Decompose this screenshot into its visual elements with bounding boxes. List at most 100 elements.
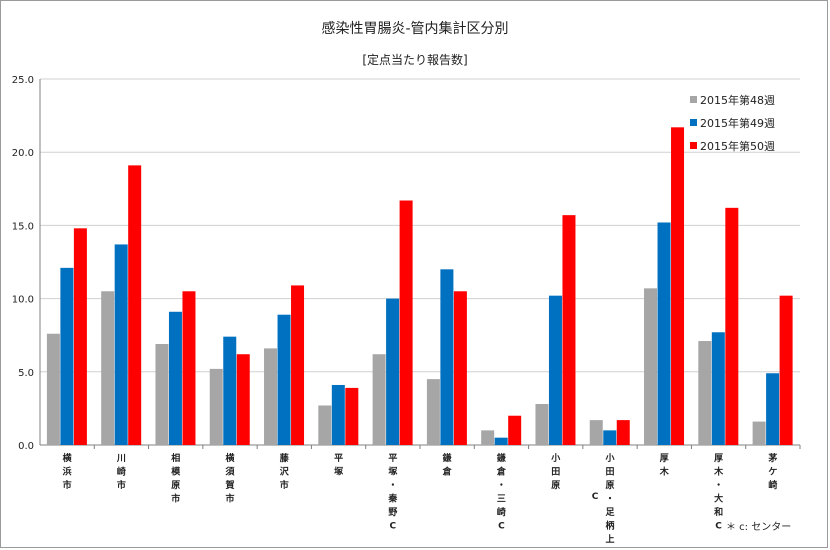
y-tick-label: 20.0 <box>12 148 34 159</box>
bar-1-3 <box>155 343 169 445</box>
bar-3-10 <box>562 215 576 445</box>
y-tick-label: 10.0 <box>12 295 34 306</box>
bar-2-2 <box>114 244 128 445</box>
x-tick-label: 市 <box>171 493 180 505</box>
x-tick-label: 市 <box>280 479 289 491</box>
x-tick-label: 和 <box>713 506 723 518</box>
bar-1-9 <box>481 430 495 445</box>
bar-2-4 <box>223 336 237 445</box>
x-tick-label: 川 <box>116 453 126 464</box>
x-tick-label: 上 <box>605 533 614 545</box>
bar-3-3 <box>182 291 196 445</box>
x-tick-label: 模 <box>171 466 181 478</box>
x-tick-label: 原 <box>605 480 614 491</box>
x-tick-label: 木 <box>713 466 724 478</box>
x-tick-label: 賀 <box>224 479 234 491</box>
bar-1-10 <box>535 404 549 445</box>
bar-3-12 <box>671 127 685 445</box>
x-tick-label: 塚 <box>388 466 397 478</box>
bar-3-13 <box>725 207 739 445</box>
bar-1-11 <box>589 420 603 445</box>
x-tick-label: 倉 <box>496 466 507 478</box>
footnote: ＊ c: センター <box>726 521 791 533</box>
bar-2-12 <box>657 222 671 445</box>
x-tick-label: 茅 <box>768 452 777 464</box>
x-tick-label: 三 <box>497 494 506 505</box>
x-tick-label: 厚 <box>714 453 723 464</box>
x-tick-label: ・ <box>388 481 397 491</box>
x-tick-label: 田 <box>551 467 560 478</box>
x-tick-label: C <box>390 522 397 532</box>
legend-swatch-2 <box>690 119 697 126</box>
x-tick-label: 田 <box>605 467 614 478</box>
bar-2-13 <box>711 332 725 445</box>
bar-1-14 <box>752 421 766 445</box>
x-tick-label: 平 <box>388 453 397 464</box>
bar-2-1 <box>60 267 74 445</box>
bar-3-6 <box>345 387 359 445</box>
bar-2-3 <box>168 311 182 445</box>
x-tick-label: 鎌 <box>442 452 452 464</box>
bar-1-1 <box>46 333 60 445</box>
chart-title: 感染性胃腸炎-管内集計区分別 <box>321 21 509 37</box>
x-tick-label: 原 <box>171 480 180 491</box>
bar-2-11 <box>603 430 617 445</box>
bar-2-9 <box>494 437 508 445</box>
x-tick-label: C <box>498 522 505 532</box>
x-tick-label: 崎 <box>768 479 777 491</box>
bar-2-6 <box>331 384 345 445</box>
x-tick-label: 平 <box>334 453 343 464</box>
bar-2-10 <box>548 295 562 445</box>
x-tick-label: C <box>715 522 722 532</box>
x-tick-label: ・ <box>714 481 723 491</box>
y-tick-label: 25.0 <box>12 75 34 86</box>
x-tick-label: 柄 <box>605 520 614 532</box>
chart-subtitle: [定点当たり報告数] <box>362 53 468 67</box>
bar-3-4 <box>236 354 250 445</box>
bar-1-13 <box>698 341 712 445</box>
bar-3-1 <box>73 228 87 445</box>
bar-1-2 <box>101 291 115 445</box>
x-tick-label: 市 <box>225 493 234 505</box>
x-tick-label: 秦 <box>387 493 398 505</box>
x-tick-label: 倉 <box>442 466 453 478</box>
bar-1-5 <box>264 348 278 445</box>
y-tick-label: 15.0 <box>12 221 34 232</box>
x-tick-label-extra: C <box>592 492 599 502</box>
bar-2-5 <box>277 314 291 445</box>
bar-2-7 <box>386 298 400 445</box>
bar-3-14 <box>779 295 793 445</box>
bar-3-5 <box>291 285 305 445</box>
x-tick-label: 市 <box>63 479 72 491</box>
x-tick-label: 相 <box>171 452 180 464</box>
x-tick-label: 横 <box>63 452 73 464</box>
x-tick-label: 野 <box>388 507 397 518</box>
x-tick-label: 小 <box>550 452 560 464</box>
legend-swatch-3 <box>690 142 697 149</box>
x-tick-label: 厚 <box>660 453 669 464</box>
legend-label-2: 2015年第49週 <box>700 116 775 130</box>
legend-label-1: 2015年第48週 <box>700 93 775 107</box>
bar-3-7 <box>399 200 413 445</box>
x-tick-label: 須 <box>224 466 235 478</box>
x-tick-label: 大 <box>714 493 723 505</box>
x-tick-label: 市 <box>117 479 126 491</box>
legend-swatch-1 <box>690 96 697 103</box>
bar-3-8 <box>453 291 467 445</box>
bar-2-8 <box>440 269 454 445</box>
x-tick-label: 鎌 <box>496 452 506 464</box>
x-tick-label: ケ <box>768 467 777 478</box>
x-tick-label: ・ <box>497 481 506 491</box>
bar-3-9 <box>508 415 522 445</box>
x-tick-label: 足 <box>605 507 615 518</box>
bar-1-6 <box>318 405 332 445</box>
bar-3-11 <box>616 420 630 445</box>
legend-label-3: 2015年第50週 <box>700 139 775 153</box>
bar-1-12 <box>644 288 658 445</box>
x-tick-label: 崎 <box>497 506 506 518</box>
x-tick-label: 浜 <box>63 466 72 478</box>
x-tick-label: 原 <box>551 480 560 491</box>
x-tick-label: 木 <box>659 466 670 478</box>
bar-1-8 <box>426 379 440 445</box>
